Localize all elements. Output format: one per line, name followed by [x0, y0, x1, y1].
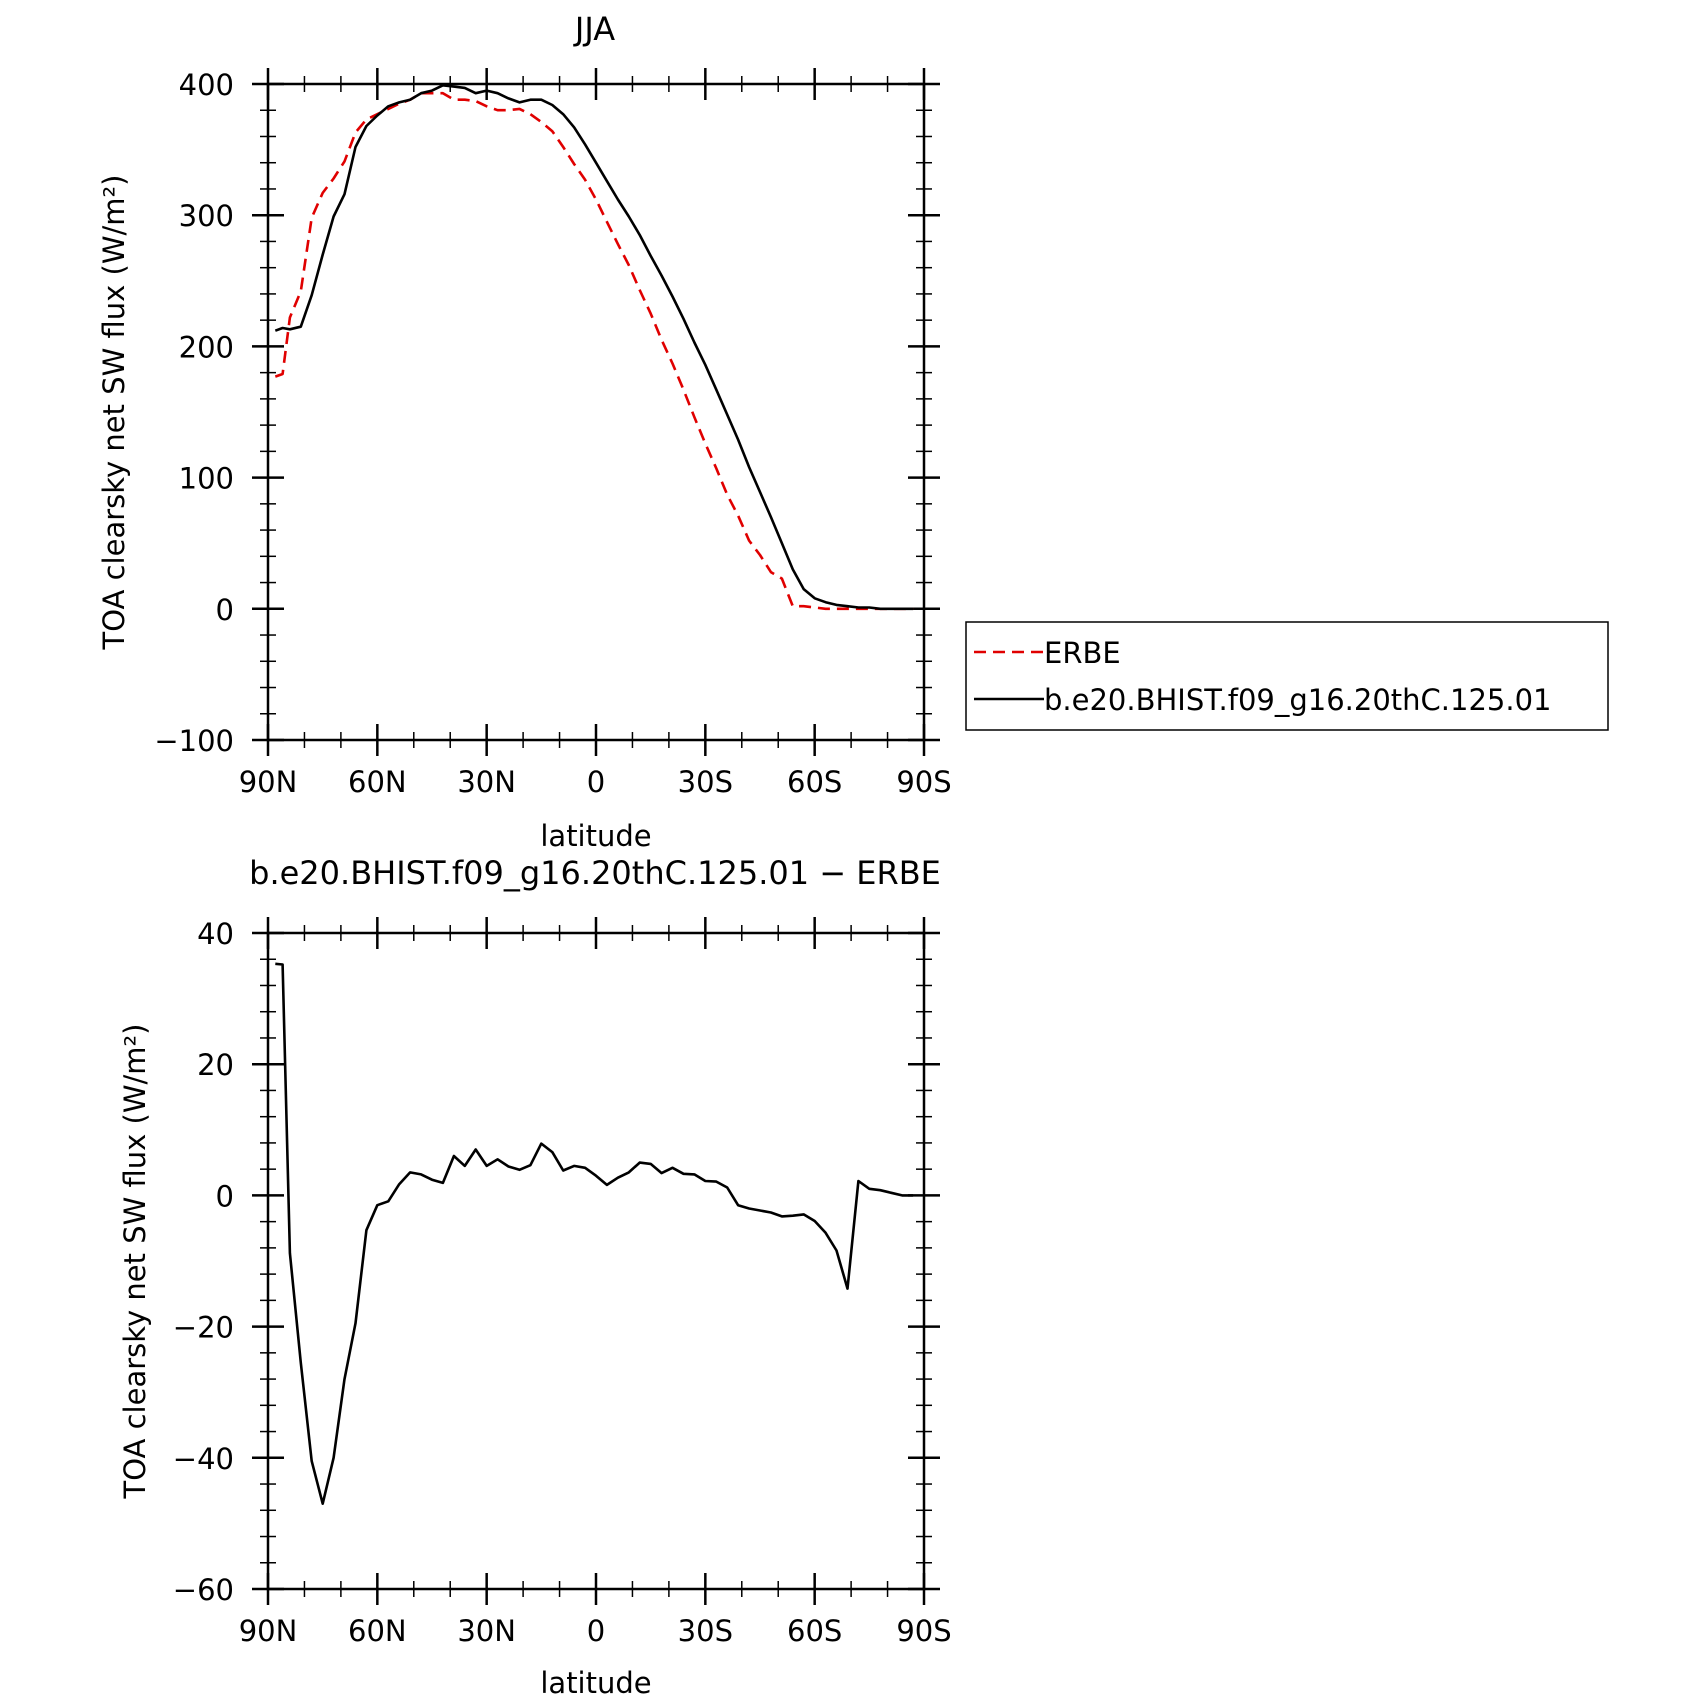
legend-box	[965, 621, 1609, 731]
bottom-plot-frame	[266, 931, 926, 1591]
bottom-ytick-label-5: −60	[173, 1573, 234, 1607]
bottom-xtick-label-0: 90N	[239, 1614, 298, 1648]
bottom-ytick-label-3: −20	[173, 1311, 234, 1345]
top-y-tick-labels: 400 300 200 100 0 −100	[154, 68, 234, 758]
bottom-ytick-label-2: 0	[216, 1179, 234, 1213]
top-xtick-label-0: 90N	[239, 765, 298, 799]
bottom-y-tick-labels: 40 20 0 −20 −40 −60	[173, 917, 234, 1607]
bottom-y-axis-label: TOA clearsky net SW flux (W/m²)	[118, 1024, 152, 1500]
bottom-xtick-label-4: 30S	[678, 1614, 733, 1648]
bottom-ytick-label-4: −40	[173, 1442, 234, 1476]
top-series-lines	[274, 84, 914, 611]
top-xtick-label-3: 0	[587, 765, 605, 799]
top-plot-frame	[266, 82, 926, 742]
top-ytick-label-2: 200	[179, 330, 234, 364]
bottom-tick-marks	[252, 917, 940, 1605]
top-xtick-label-4: 30S	[678, 765, 733, 799]
top-x-tick-labels: 90N 60N 30N 0 30S 60S 90S	[239, 765, 952, 799]
top-xtick-label-5: 60S	[787, 765, 842, 799]
top-tick-marks	[252, 68, 940, 756]
bottom-series-lines	[275, 962, 914, 1505]
bottom-x-tick-labels: 90N 60N 30N 0 30S 60S 90S	[239, 1614, 952, 1648]
bottom-xtick-label-2: 30N	[457, 1614, 516, 1648]
bottom-series-line-0	[275, 962, 914, 1505]
top-ytick-label-4: 0	[216, 593, 234, 627]
legend-label-erbe: ERBE	[1044, 636, 1121, 670]
bottom-x-axis-label: latitude	[540, 1666, 651, 1697]
top-xtick-label-2: 30N	[457, 765, 516, 799]
top-chart-title: JJA	[573, 10, 615, 48]
bottom-panel: b.e20.BHIST.f09_g16.20thC.125.01 − ERBE …	[118, 854, 952, 1697]
bottom-ytick-label-1: 20	[197, 1048, 234, 1082]
top-xtick-label-1: 60N	[348, 765, 407, 799]
top-ytick-label-1: 300	[179, 199, 234, 233]
legend: ERBE b.e20.BHIST.f09_g16.20thC.125.01	[965, 621, 1609, 731]
bottom-xtick-label-1: 60N	[348, 1614, 407, 1648]
bottom-ytick-label-0: 40	[197, 917, 234, 951]
top-x-axis-label: latitude	[540, 819, 651, 853]
top-series-line-1	[274, 84, 914, 611]
top-ytick-label-0: 400	[179, 68, 234, 102]
top-ytick-label-3: 100	[179, 462, 234, 496]
bottom-xtick-label-5: 60S	[787, 1614, 842, 1648]
top-y-axis-label: TOA clearsky net SW flux (W/m²)	[97, 175, 131, 651]
bottom-xtick-label-6: 90S	[896, 1614, 951, 1648]
top-xtick-label-6: 90S	[896, 765, 951, 799]
bottom-chart-title: b.e20.BHIST.f09_g16.20thC.125.01 − ERBE	[249, 854, 941, 892]
top-series-line-0	[274, 91, 914, 611]
legend-label-model: b.e20.BHIST.f09_g16.20thC.125.01	[1044, 683, 1551, 717]
bottom-xtick-label-3: 0	[587, 1614, 605, 1648]
top-ytick-label-5: −100	[154, 724, 234, 758]
